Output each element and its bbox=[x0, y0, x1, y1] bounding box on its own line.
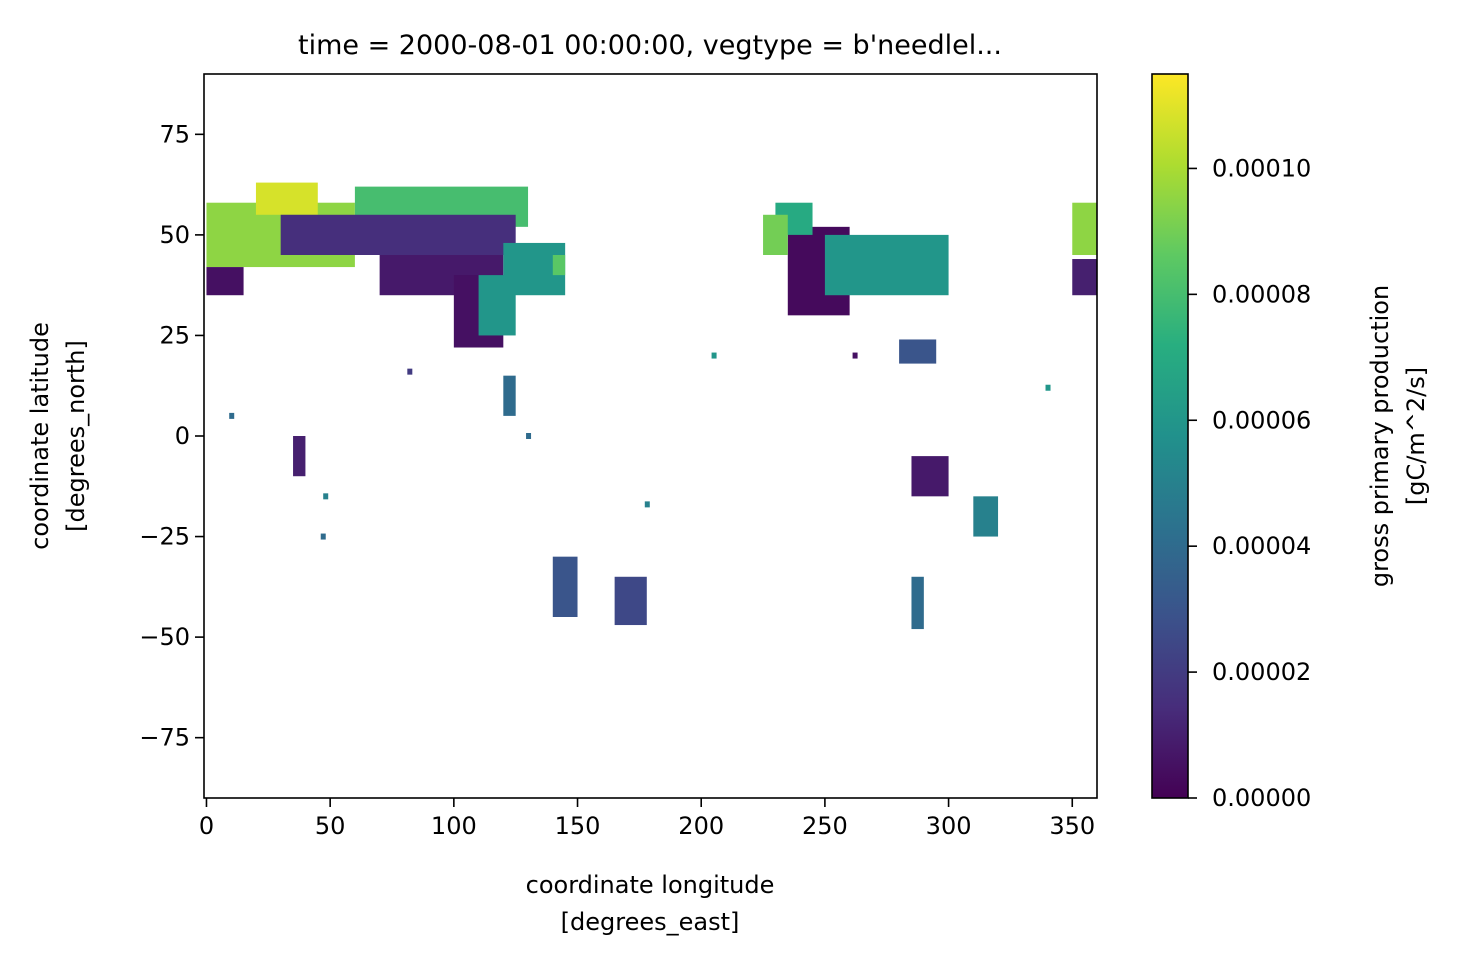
y-axis-label-line-2: [degrees_north] bbox=[62, 340, 90, 532]
x-tick-label-150: 150 bbox=[555, 812, 601, 840]
colorbar-ticks: 0.00000 0.00002 0.00004 0.00006 0.00008 0.000… bbox=[1188, 154, 1311, 812]
data-region-9 bbox=[552, 255, 566, 276]
y-axis-label: coordinate latitude [degrees_north] bbox=[26, 322, 90, 550]
x-tick-label-200: 200 bbox=[678, 812, 724, 840]
data-point-7 bbox=[407, 368, 413, 375]
y-tick-label-50: 50 bbox=[159, 221, 190, 249]
data-point-8 bbox=[526, 433, 532, 439]
data-region-1 bbox=[255, 182, 318, 215]
data-region-13 bbox=[763, 214, 788, 255]
data-region-18 bbox=[614, 576, 647, 626]
data-point-5 bbox=[852, 352, 858, 359]
colorbar-tick-label-2: 0.00004 bbox=[1212, 532, 1311, 560]
data-point-0 bbox=[711, 352, 717, 359]
data-region-4 bbox=[206, 267, 244, 296]
data-region-14 bbox=[899, 339, 937, 364]
y-axis-label-line-1: coordinate latitude bbox=[26, 322, 54, 550]
colorbar-tick-label-4: 0.00008 bbox=[1212, 280, 1311, 308]
colorbar-label-line-2: [gC/m^2/s] bbox=[1402, 367, 1430, 505]
data-region-20 bbox=[911, 456, 949, 497]
colorbar-tick-label-5: 0.00010 bbox=[1212, 154, 1311, 182]
data-point-6 bbox=[1045, 384, 1051, 391]
x-axis: 0 50 100 150 200 250 300 350 bbox=[199, 798, 1095, 840]
data-region-21 bbox=[973, 496, 999, 537]
x-tick-label-100: 100 bbox=[431, 812, 477, 840]
data-point-4 bbox=[644, 501, 650, 508]
colorbar-tick-label-0: 0.00000 bbox=[1212, 784, 1311, 812]
data-point-3 bbox=[320, 533, 326, 540]
chart-title: time = 2000-08-01 00:00:00, vegtype = b'… bbox=[298, 30, 1002, 61]
data-region-22 bbox=[552, 556, 578, 617]
y-tick-label--25: −25 bbox=[139, 523, 190, 551]
x-tick-label-0: 0 bbox=[199, 812, 214, 840]
y-axis: 75 50 25 0 −25 −50 −75 bbox=[139, 120, 204, 752]
data-region-15 bbox=[1072, 202, 1097, 255]
data-layer bbox=[206, 182, 1097, 630]
y-tick-label-75: 75 bbox=[159, 120, 190, 148]
data-point-2 bbox=[323, 493, 329, 500]
data-region-19 bbox=[911, 576, 924, 630]
data-region-3 bbox=[280, 214, 516, 255]
data-region-16 bbox=[1072, 259, 1097, 296]
x-axis-label-line-1: coordinate longitude bbox=[526, 871, 775, 899]
colorbar-tick-label-3: 0.00006 bbox=[1212, 406, 1311, 434]
x-axis-label-line-2: [degrees_east] bbox=[561, 908, 740, 936]
colorbar bbox=[1151, 73, 1189, 799]
x-tick-label-300: 300 bbox=[926, 812, 972, 840]
y-tick-label--50: −50 bbox=[139, 623, 190, 651]
y-tick-label-0: 0 bbox=[175, 422, 190, 450]
y-tick-label--75: −75 bbox=[139, 724, 190, 752]
y-tick-label-25: 25 bbox=[159, 321, 190, 349]
data-region-23 bbox=[293, 436, 306, 477]
x-tick-label-350: 350 bbox=[1049, 812, 1095, 840]
data-region-17 bbox=[503, 375, 516, 416]
colorbar-label-line-1: gross primary production bbox=[1366, 285, 1394, 587]
data-point-1 bbox=[229, 412, 235, 419]
x-axis-label: coordinate longitude [degrees_east] bbox=[526, 871, 775, 936]
plot-frame bbox=[203, 73, 1098, 799]
data-region-11 bbox=[824, 234, 949, 296]
x-tick-label-50: 50 bbox=[315, 812, 346, 840]
colorbar-label: gross primary production [gC/m^2/s] bbox=[1366, 285, 1430, 587]
x-tick-label-250: 250 bbox=[802, 812, 848, 840]
colorbar-tick-label-1: 0.00002 bbox=[1212, 658, 1311, 686]
